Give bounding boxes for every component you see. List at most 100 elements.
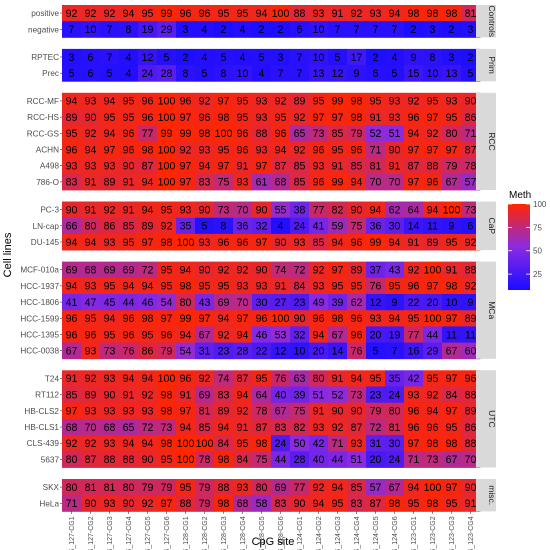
heatmap-cell <box>195 277 215 295</box>
heatmap-cell <box>214 435 234 452</box>
cell-value-label: 96 <box>66 329 78 341</box>
heatmap-cell <box>423 65 443 82</box>
heatmap-cell <box>81 386 101 404</box>
heatmap-cell <box>176 370 196 387</box>
cell-value-label: 65 <box>123 422 135 434</box>
cell-value-label: 9 <box>354 68 360 80</box>
legend-ticks: 25 50 75 100 <box>508 200 547 279</box>
cell-value-label: 39 <box>294 389 306 401</box>
heatmap-cell <box>176 217 196 235</box>
cell-value-label: 97 <box>218 161 230 173</box>
cell-value-label: 93 <box>104 237 116 249</box>
heatmap-cell <box>233 109 253 126</box>
cell-value-label: 95 <box>218 144 230 156</box>
heatmap-cell <box>404 141 424 158</box>
cell-value-label: 93 <box>389 112 401 124</box>
cell-value-label: 4 <box>259 68 265 80</box>
heatmap-cell <box>442 277 462 295</box>
cell-value-label: 92 <box>427 389 439 401</box>
cell-value-label: 70 <box>389 177 401 189</box>
cell-value-label: 95 <box>218 8 230 20</box>
heatmap-cell <box>100 5 120 22</box>
heatmap-cell <box>119 65 139 82</box>
cell-value-label: 93 <box>389 96 401 108</box>
heatmap-cell <box>100 495 120 512</box>
cell-value-label: 97 <box>332 112 344 124</box>
legend-title: Meth <box>509 190 531 201</box>
cell-value-label: 92 <box>313 265 325 277</box>
heatmap-cell <box>233 495 253 512</box>
cell-value-label: 40 <box>313 454 325 466</box>
heatmap-cell <box>309 173 329 191</box>
heatmap-cell <box>157 326 177 343</box>
cell-value-label: 2 <box>278 24 284 36</box>
heatmap-cell <box>214 261 234 279</box>
cell-value-label: 35 <box>389 373 401 385</box>
cell-value-label: 95 <box>446 422 458 434</box>
heatmap-cell <box>81 125 101 142</box>
heatmap-cell <box>347 310 367 327</box>
heatmap-cell <box>81 21 101 38</box>
cell-value-label: 95 <box>408 313 420 325</box>
cell-value-label: 92 <box>85 128 97 140</box>
heatmap-cell <box>385 326 405 343</box>
cell-value-label: 70 <box>370 177 382 189</box>
heatmap-cell <box>461 5 481 22</box>
heatmap-cell <box>290 201 310 219</box>
cell-value-label: 63 <box>294 373 306 385</box>
heatmap-cell <box>442 65 462 82</box>
heatmap-cell <box>195 217 215 235</box>
heatmap-cell <box>347 201 367 219</box>
heatmap-cell <box>214 233 234 251</box>
cell-value-label: 66 <box>66 221 78 233</box>
heatmap-cell <box>461 233 481 251</box>
column-label: PS_127-CG2 <box>88 516 95 550</box>
heatmap-cell <box>309 201 329 219</box>
heatmap-cell <box>138 261 158 279</box>
cell-value-label: 94 <box>180 329 192 341</box>
heatmap-cell <box>176 65 196 82</box>
cell-value-label: 30 <box>389 221 401 233</box>
cell-value-label: 100 <box>424 265 442 277</box>
cell-value-label: 98 <box>180 281 192 293</box>
heatmap-cell <box>195 92 215 110</box>
cell-value-label: 92 <box>408 96 420 108</box>
heatmap-cell <box>328 125 348 142</box>
heatmap-cell <box>366 342 386 360</box>
cell-value-label: 95 <box>427 373 439 385</box>
heatmap-cell <box>271 92 291 110</box>
cell-value-label: 82 <box>294 422 306 434</box>
cell-value-label: 70 <box>465 454 477 466</box>
cell-value-label: 90 <box>142 454 154 466</box>
heatmap-cell <box>214 125 234 142</box>
heatmap-cell <box>100 310 120 327</box>
cell-value-label: 65 <box>294 128 306 140</box>
cell-value-label: 19 <box>142 24 154 36</box>
cell-value-label: 72 <box>370 422 382 434</box>
cell-value-label: 95 <box>104 112 116 124</box>
heatmap-cell <box>176 402 196 420</box>
heatmap-cell <box>233 65 253 82</box>
heatmap-cell <box>119 21 139 38</box>
cell-value-label: 89 <box>465 313 477 325</box>
cell-value-label: 94 <box>180 265 192 277</box>
cell-value-label: 73 <box>218 204 230 216</box>
cell-value-label: 71 <box>408 454 420 466</box>
cell-value-label: 95 <box>218 281 230 293</box>
heatmap-cell <box>138 109 158 126</box>
cell-value-label: 32 <box>294 329 306 341</box>
cell-value-label: 5 <box>202 221 208 233</box>
heatmap-cell <box>347 277 367 295</box>
cell-value-label: 3 <box>69 52 75 64</box>
cell-value-label: 20 <box>313 346 325 358</box>
cell-value-label: 95 <box>370 96 382 108</box>
cell-value-label: 98 <box>161 237 173 249</box>
heatmap-cell <box>442 92 462 110</box>
heatmap-cell <box>385 217 405 235</box>
heatmap-cell <box>461 173 481 191</box>
heatmap-cell <box>233 326 253 343</box>
heatmap-cell <box>100 402 120 420</box>
heatmap-cell <box>328 65 348 82</box>
cell-value-label: 7 <box>392 346 398 358</box>
cell-value-label: 99 <box>180 313 192 325</box>
